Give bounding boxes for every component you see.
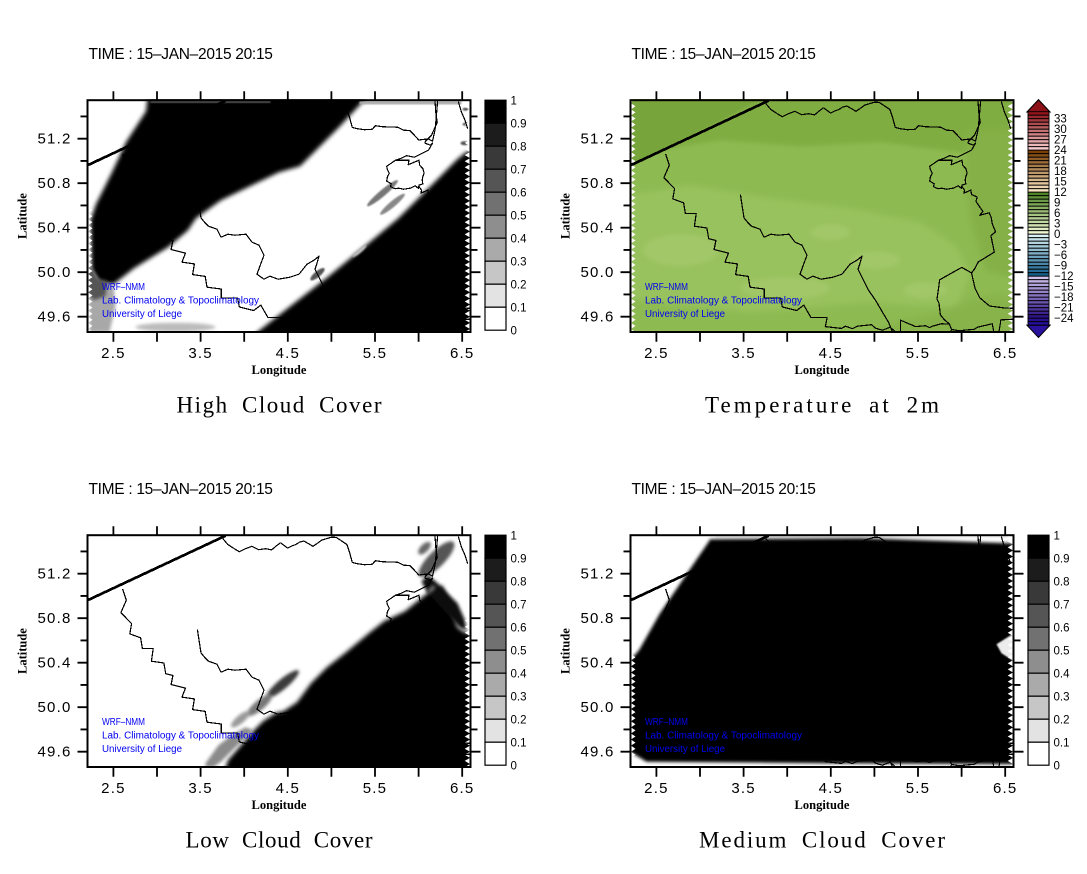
svg-text:−12: −12 — [1054, 271, 1074, 283]
svg-text:18: 18 — [1054, 166, 1067, 178]
svg-text:Low Cloud Cover: Low Cloud Cover — [186, 828, 373, 853]
svg-text:Medium Cloud Cover: Medium Cloud Cover — [699, 828, 945, 853]
svg-text:50.4: 50.4 — [581, 655, 615, 672]
svg-text:6.5: 6.5 — [993, 780, 1017, 797]
svg-text:−9: −9 — [1054, 261, 1067, 273]
svg-text:6.5: 6.5 — [993, 345, 1017, 362]
svg-text:5.5: 5.5 — [363, 345, 387, 362]
svg-text:Longitude: Longitude — [795, 363, 850, 377]
svg-text:49.6: 49.6 — [581, 309, 615, 326]
svg-text:WRF–NMM: WRF–NMM — [102, 717, 145, 728]
svg-text:6.5: 6.5 — [450, 345, 474, 362]
svg-text:University of Liege: University of Liege — [645, 309, 725, 320]
svg-text:50.4: 50.4 — [581, 220, 615, 237]
svg-text:5.5: 5.5 — [906, 780, 930, 797]
svg-text:2.5: 2.5 — [101, 345, 125, 362]
svg-text:−6: −6 — [1054, 250, 1067, 262]
svg-text:50.4: 50.4 — [38, 220, 72, 237]
svg-text:33: 33 — [1054, 114, 1067, 126]
svg-text:TIME : 15–JAN–2015 20:15: TIME : 15–JAN–2015 20:15 — [89, 481, 273, 498]
svg-text:2.5: 2.5 — [101, 780, 125, 797]
svg-text:49.6: 49.6 — [38, 309, 72, 326]
svg-text:5.5: 5.5 — [906, 345, 930, 362]
svg-text:50.0: 50.0 — [581, 264, 615, 281]
svg-text:50.0: 50.0 — [38, 264, 72, 281]
svg-text:4.5: 4.5 — [276, 345, 300, 362]
svg-text:Latitude: Latitude — [16, 628, 30, 674]
svg-text:University of Liege: University of Liege — [645, 744, 725, 755]
svg-text:51.2: 51.2 — [581, 566, 615, 583]
svg-text:Lab. Climatology & Topoclimato: Lab. Climatology & Topoclimatology — [645, 731, 802, 742]
svg-text:51.2: 51.2 — [38, 566, 72, 583]
svg-text:WRF–NMM: WRF–NMM — [102, 282, 145, 293]
svg-text:4.5: 4.5 — [819, 780, 843, 797]
svg-text:50.8: 50.8 — [38, 175, 72, 192]
svg-text:9: 9 — [1054, 198, 1060, 210]
svg-text:50.8: 50.8 — [581, 610, 615, 627]
svg-text:Longitude: Longitude — [252, 798, 307, 812]
svg-text:−21: −21 — [1054, 303, 1074, 315]
svg-text:3.5: 3.5 — [731, 780, 755, 797]
svg-text:27: 27 — [1054, 135, 1067, 147]
svg-text:2.5: 2.5 — [644, 345, 668, 362]
svg-text:12: 12 — [1054, 187, 1067, 199]
svg-text:6: 6 — [1054, 208, 1060, 220]
svg-text:−18: −18 — [1054, 292, 1074, 304]
svg-text:21: 21 — [1054, 156, 1067, 168]
svg-text:5.5: 5.5 — [363, 780, 387, 797]
svg-text:6.5: 6.5 — [450, 780, 474, 797]
svg-text:51.2: 51.2 — [38, 131, 72, 148]
svg-text:50.4: 50.4 — [38, 655, 72, 672]
svg-text:WRF–NMM: WRF–NMM — [645, 717, 688, 728]
svg-text:3.5: 3.5 — [731, 345, 755, 362]
svg-text:TIME : 15–JAN–2015 20:15: TIME : 15–JAN–2015 20:15 — [632, 481, 816, 498]
svg-text:−3: −3 — [1054, 240, 1067, 252]
svg-text:50.0: 50.0 — [38, 699, 72, 716]
svg-text:49.6: 49.6 — [581, 744, 615, 761]
svg-text:Latitude: Latitude — [559, 193, 573, 239]
svg-text:Longitude: Longitude — [252, 363, 307, 377]
svg-text:WRF–NMM: WRF–NMM — [645, 282, 688, 293]
svg-text:University of Liege: University of Liege — [102, 309, 182, 320]
svg-text:−15: −15 — [1054, 282, 1074, 294]
svg-text:0: 0 — [1054, 229, 1060, 241]
svg-text:4.5: 4.5 — [276, 780, 300, 797]
svg-text:51.2: 51.2 — [581, 131, 615, 148]
svg-text:Lab. Climatology & Topoclimato: Lab. Climatology & Topoclimatology — [102, 296, 259, 307]
svg-text:TIME : 15–JAN–2015 20:15: TIME : 15–JAN–2015 20:15 — [89, 46, 273, 63]
svg-text:Temperature at 2m: Temperature at 2m — [705, 393, 939, 418]
svg-text:3: 3 — [1054, 219, 1060, 231]
svg-text:University of Liege: University of Liege — [102, 744, 182, 755]
svg-text:3.5: 3.5 — [188, 345, 212, 362]
svg-text:2.5: 2.5 — [644, 780, 668, 797]
svg-text:High Cloud Cover: High Cloud Cover — [177, 393, 382, 418]
svg-text:−24: −24 — [1054, 313, 1074, 325]
svg-text:Lab. Climatology & Topoclimato: Lab. Climatology & Topoclimatology — [645, 296, 802, 307]
svg-text:3.5: 3.5 — [188, 780, 212, 797]
svg-text:24: 24 — [1054, 145, 1067, 157]
svg-text:49.6: 49.6 — [38, 744, 72, 761]
svg-text:50.8: 50.8 — [38, 610, 72, 627]
svg-text:Longitude: Longitude — [795, 798, 850, 812]
svg-text:4.5: 4.5 — [819, 345, 843, 362]
svg-text:50.8: 50.8 — [581, 175, 615, 192]
svg-text:50.0: 50.0 — [581, 699, 615, 716]
svg-text:Latitude: Latitude — [559, 628, 573, 674]
svg-text:Lab. Climatology & Topoclimato: Lab. Climatology & Topoclimatology — [102, 731, 259, 742]
svg-text:30: 30 — [1054, 124, 1067, 136]
svg-text:Latitude: Latitude — [16, 193, 30, 239]
svg-text:15: 15 — [1054, 177, 1067, 189]
svg-text:TIME : 15–JAN–2015 20:15: TIME : 15–JAN–2015 20:15 — [632, 46, 816, 63]
